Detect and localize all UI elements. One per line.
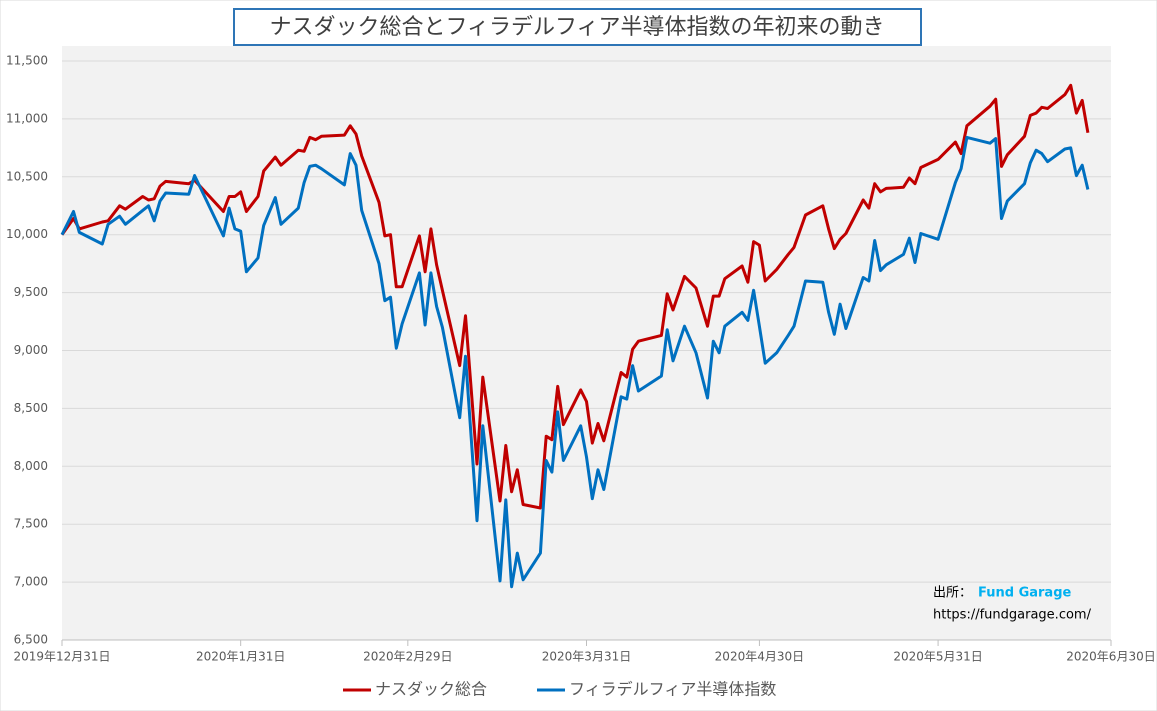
x-tick-label: 2020年6月30日 xyxy=(1066,650,1155,664)
y-tick-label: 11,000 xyxy=(6,111,48,125)
y-tick-label: 9,000 xyxy=(14,343,48,357)
line-series xyxy=(60,83,1090,510)
legend-label: ナスダック総合 xyxy=(375,680,487,699)
source-name: Fund Garage xyxy=(978,586,1072,601)
source-url: https://fundgarage.com/ xyxy=(933,608,1092,623)
plot-area xyxy=(62,46,1111,640)
y-tick-label: 9,500 xyxy=(14,285,48,299)
y-tick-label: 8,500 xyxy=(14,401,48,415)
x-tick-label: 2020年2月29日 xyxy=(363,650,452,664)
y-tick-label: 10,500 xyxy=(6,169,48,183)
x-tick-label: 2019年12月31日 xyxy=(13,650,110,664)
x-tick-label: 2020年5月31日 xyxy=(893,650,982,664)
x-tick-label: 2020年1月31日 xyxy=(196,650,285,664)
chart-title: ナスダック総合とフィラデルフィア半導体指数の年初来の動き xyxy=(269,15,884,40)
x-tick-label: 2020年4月30日 xyxy=(715,650,804,664)
y-tick-label: 6,500 xyxy=(14,633,48,647)
y-tick-label: 8,000 xyxy=(14,459,48,473)
line-series xyxy=(60,135,1090,589)
legend-label: フィラデルフィア半導体指数 xyxy=(569,680,776,699)
title-box xyxy=(233,8,922,46)
source-label: 出所： xyxy=(933,586,972,601)
y-tick-label: 7,500 xyxy=(14,517,48,531)
x-tick-label: 2020年3月31日 xyxy=(542,650,631,664)
y-tick-label: 10,000 xyxy=(6,227,48,241)
y-tick-label: 11,500 xyxy=(6,54,48,68)
y-tick-label: 7,000 xyxy=(14,575,48,589)
